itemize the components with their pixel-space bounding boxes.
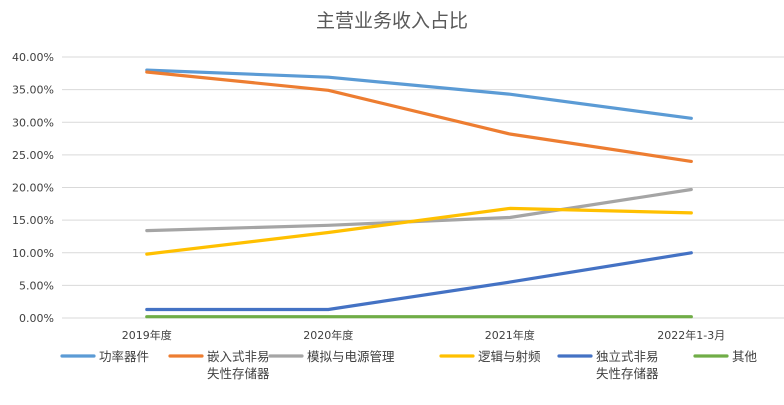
- series-line: [145, 68, 693, 120]
- y-tick-label: 20.00%: [12, 182, 54, 195]
- grid: [62, 56, 784, 319]
- legend-label: 模拟与电源管理: [307, 349, 395, 364]
- x-tick-label: 2020年度: [303, 328, 353, 342]
- series-line: [145, 70, 693, 163]
- legend: 功率器件 嵌入式非易失性存储器 模拟与电源管理 逻辑与射频 独立式非易失性存储器 其他: [60, 349, 758, 381]
- y-axis-ticks: 0.00% 5.00% 10.00% 15.00% 20.00% 25.00% 30.00%…: [12, 51, 54, 325]
- x-axis-ticks: 2019年度 2020年度 2021年度 2022年1-3月: [122, 328, 725, 342]
- y-tick-label: 15.00%: [12, 214, 54, 227]
- series-line: [145, 251, 693, 312]
- legend-label: 功率器件: [99, 349, 149, 364]
- x-tick-label: 2021年度: [485, 328, 535, 342]
- y-tick-label: 35.00%: [12, 84, 54, 97]
- y-tick-label: 10.00%: [12, 247, 54, 260]
- legend-label: 嵌入式非易失性存储器: [207, 349, 270, 381]
- y-tick-label: 0.00%: [19, 312, 54, 325]
- chart-title: 主营业务收入占比: [316, 10, 468, 32]
- y-tick-label: 25.00%: [12, 149, 54, 162]
- x-tick-label: 2022年1-3月: [657, 328, 725, 342]
- legend-label: 独立式非易失性存储器: [596, 349, 659, 381]
- y-tick-label: 30.00%: [12, 116, 54, 129]
- legend-label: 其他: [732, 349, 758, 364]
- series-line: [145, 206, 693, 256]
- x-tick-label: 2019年度: [122, 328, 172, 342]
- y-tick-label: 5.00%: [19, 279, 54, 292]
- series-lines: [145, 68, 693, 319]
- legend-label: 逻辑与射频: [478, 349, 541, 364]
- y-tick-label: 40.00%: [12, 51, 54, 64]
